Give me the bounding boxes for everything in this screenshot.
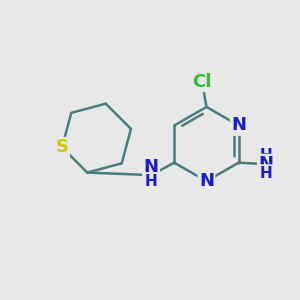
Text: N: N <box>259 155 274 173</box>
Text: H: H <box>145 174 158 189</box>
Text: H: H <box>260 166 272 181</box>
Text: S: S <box>56 138 68 156</box>
Text: N: N <box>259 155 274 173</box>
Text: Cl: Cl <box>192 73 212 91</box>
Text: N: N <box>144 158 159 176</box>
Text: H: H <box>145 174 158 189</box>
Text: N: N <box>199 172 214 190</box>
Text: N: N <box>231 116 246 134</box>
Text: H: H <box>260 148 272 163</box>
Text: H: H <box>260 148 272 163</box>
Text: H: H <box>260 166 272 181</box>
Text: S: S <box>56 138 68 156</box>
Text: Cl: Cl <box>192 73 212 91</box>
Text: N: N <box>144 158 159 176</box>
